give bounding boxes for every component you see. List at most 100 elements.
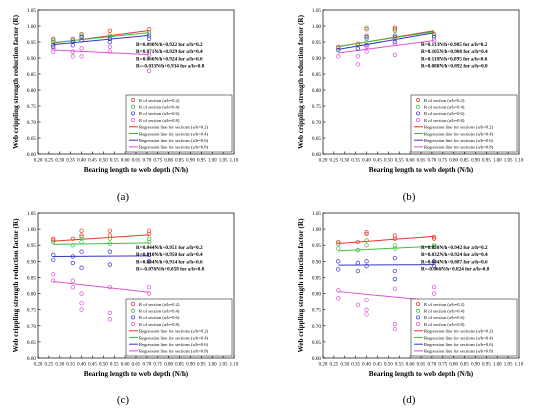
data-point-series-2	[51, 239, 56, 245]
x-tick-label: 0.40	[77, 363, 86, 368]
data-point-series-4	[336, 296, 341, 301]
data-point-series-4	[146, 284, 152, 290]
x-tick-label: 1.10	[515, 363, 524, 368]
data-point-series-4	[392, 286, 398, 291]
x-tick-label: 0.80	[164, 363, 173, 368]
data-point-series-1	[364, 33, 369, 38]
data-point-series-2	[51, 38, 56, 43]
data-point-series-3	[51, 252, 56, 258]
data-point-series-1	[107, 228, 113, 233]
data-point-series-3	[79, 249, 84, 254]
legend-marker	[416, 118, 420, 123]
x-tick-label: 0.65	[132, 159, 141, 164]
x-tick-label: 0.70	[143, 363, 152, 368]
x-tick-label: 0.20	[34, 363, 43, 368]
data-point-series-2	[364, 25, 369, 30]
data-point-series-3	[431, 259, 437, 264]
data-point-series-4	[392, 326, 398, 332]
x-axis-label: Bearing length to web depth (N/h)	[369, 166, 474, 174]
y-axis-label: Web crippling strength reduction factor …	[12, 218, 20, 353]
data-point-series-3	[51, 43, 56, 48]
x-tick-label: 0.25	[330, 363, 339, 368]
data-point-series-1	[70, 36, 75, 41]
x-tick-label: 0.75	[438, 363, 447, 368]
data-point-series-1	[336, 241, 341, 246]
x-tick-label: 0.30	[55, 159, 64, 164]
data-point-series-4	[146, 68, 152, 73]
y-tick-label: 0.85	[27, 72, 36, 78]
y-tick-label: 0.95	[312, 243, 321, 249]
legend-marker	[131, 98, 135, 102]
y-tick-label: 0.80	[27, 88, 36, 94]
regression-line-3	[53, 34, 150, 46]
data-point-series-1	[355, 41, 360, 46]
y-tick-label: 0.90	[27, 56, 36, 62]
data-point-series-2	[146, 30, 152, 35]
x-tick-label: 0.30	[340, 363, 349, 368]
legend-entry-label: R of section (a/h=0.6)	[139, 111, 180, 116]
legend-entry-label: R of section (a/h=0.4)	[139, 105, 180, 110]
data-point-series-4	[70, 49, 75, 54]
data-point-series-2	[392, 243, 398, 248]
data-point-series-4	[336, 288, 341, 293]
data-point-series-2	[79, 33, 84, 38]
x-tick-label: 0.55	[110, 159, 119, 164]
data-point-series-1	[146, 27, 152, 32]
regression-line-3	[53, 255, 150, 257]
x-tick-label: 0.20	[319, 363, 328, 368]
legend-line-label: Regression line for sections (a/h=0.4)	[424, 131, 494, 136]
data-point-series-3	[70, 39, 75, 45]
data-point-series-2	[431, 33, 437, 38]
data-point-series-3	[355, 46, 360, 51]
data-point-series-2	[336, 46, 341, 51]
data-point-series-4	[107, 49, 113, 54]
data-point-series-1	[79, 31, 84, 37]
x-tick-label: 0.95	[197, 363, 206, 368]
data-point-series-4	[146, 291, 152, 296]
data-point-series-3	[336, 267, 341, 272]
x-tick-label: 0.45	[373, 159, 382, 164]
legend-entry-label: R of section (a/h=0.6)	[424, 315, 465, 320]
y-tick-label: 0.70	[312, 120, 321, 126]
x-tick-label: 1.10	[230, 159, 239, 164]
data-point-series-4	[355, 54, 360, 59]
y-tick-label: 0.75	[312, 104, 321, 110]
x-tick-label: 0.75	[438, 159, 447, 164]
x-tick-label: 0.80	[449, 363, 458, 368]
x-axis-label: Bearing length to web depth (N/h)	[84, 166, 189, 174]
data-point-series-1	[146, 228, 152, 233]
data-point-series-4	[51, 49, 56, 54]
legend-line-label: Regression line for sections (a/h=0.6)	[424, 342, 494, 347]
regression-line-2	[53, 242, 150, 245]
data-point-series-1	[51, 236, 56, 241]
x-tick-label: 0.35	[66, 363, 75, 368]
data-point-series-3	[107, 249, 113, 254]
legend-entry-label: R of section (a/h=0.8)	[139, 322, 180, 327]
legend-entry-label: R of section (a/h=0.4)	[424, 309, 465, 314]
x-tick-label: 1.10	[230, 363, 239, 368]
y-tick-label: 0.90	[312, 56, 321, 62]
x-tick-label: 0.85	[175, 159, 184, 164]
x-tick-label: 0.80	[449, 159, 458, 164]
data-point-series-1	[79, 228, 84, 233]
data-point-series-2	[431, 244, 437, 249]
data-point-series-4	[364, 49, 369, 54]
legend-entry-label: R of section (a/h=0.4)	[139, 309, 180, 314]
legend-marker	[416, 104, 420, 109]
x-tick-label: 0.50	[99, 159, 108, 164]
legend-marker	[416, 98, 420, 102]
legend-line-label: Regression line for sections (a/h=0.4)	[139, 335, 209, 340]
legend-line-label: Regression line for sections (a/h=0.2)	[139, 329, 209, 334]
legend-line-label: Regression line for sections (a/h=0.6)	[424, 138, 494, 143]
x-tick-label: 1.00	[493, 363, 502, 368]
x-tick-label: 0.30	[55, 363, 64, 368]
data-point-series-3	[51, 257, 56, 262]
data-point-series-3	[364, 264, 369, 269]
x-tick-label: 0.50	[99, 363, 108, 368]
regression-equation: R=0.088N/h+0.892 for a/h=0.8	[421, 64, 488, 70]
x-tick-label: 0.40	[362, 363, 371, 368]
data-point-series-1	[146, 231, 152, 237]
data-point-series-4	[51, 46, 56, 51]
data-point-series-2	[364, 36, 369, 41]
data-point-series-4	[107, 310, 113, 316]
